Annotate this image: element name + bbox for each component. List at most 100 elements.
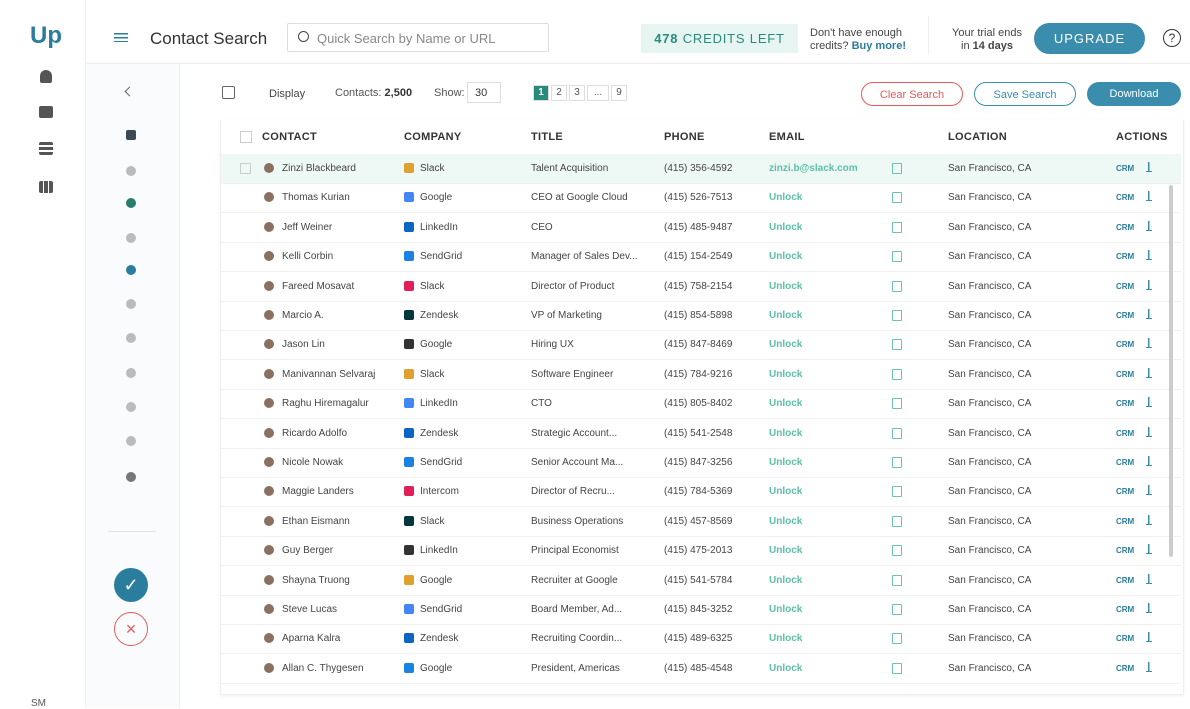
contact-row[interactable]: Allan C. Thygesen Google President, Americ… bbox=[221, 654, 1181, 684]
company-name[interactable]: Slack bbox=[420, 280, 445, 292]
email[interactable]: Unlock bbox=[769, 662, 803, 674]
company-name[interactable]: Slack bbox=[420, 515, 445, 527]
contact-row[interactable]: Shayna Truong Google Recruiter at Google (4… bbox=[221, 566, 1181, 596]
email[interactable]: Unlock bbox=[769, 486, 803, 498]
column-header[interactable]: COMPANY bbox=[404, 131, 462, 143]
copy-icon[interactable] bbox=[892, 457, 902, 468]
page-link[interactable]: 1 bbox=[533, 85, 549, 101]
email[interactable]: Unlock bbox=[769, 633, 803, 645]
download-icon[interactable] bbox=[1146, 367, 1152, 378]
email[interactable]: Unlock bbox=[769, 339, 803, 351]
download-icon[interactable] bbox=[1146, 338, 1152, 349]
download-icon[interactable] bbox=[1146, 162, 1152, 172]
search-box[interactable]: Quick Search by Name or URL bbox=[287, 23, 549, 52]
contact-name[interactable]: Thomas Kurian bbox=[282, 192, 350, 204]
clear-search-button[interactable]: Clear Search bbox=[861, 82, 963, 106]
filter-icon[interactable] bbox=[126, 130, 136, 140]
download-icon[interactable] bbox=[1146, 309, 1152, 319]
copy-icon[interactable] bbox=[892, 192, 902, 204]
nav-lists[interactable] bbox=[39, 142, 53, 155]
download-icon[interactable] bbox=[1146, 191, 1152, 202]
crm-button[interactable]: CRM bbox=[1116, 222, 1135, 232]
column-header[interactable]: PHONE bbox=[664, 131, 705, 143]
page-link[interactable]: 3 bbox=[569, 85, 585, 101]
contact-name[interactable]: Nicole Nowak bbox=[282, 457, 344, 468]
header-checkbox[interactable] bbox=[240, 131, 252, 143]
page-link[interactable]: ... bbox=[587, 85, 609, 101]
email[interactable]: Unlock bbox=[769, 457, 803, 468]
column-header[interactable]: EMAIL bbox=[769, 131, 805, 143]
email[interactable]: Unlock bbox=[769, 515, 803, 527]
email[interactable]: Unlock bbox=[769, 604, 803, 615]
company-name[interactable]: Slack bbox=[420, 368, 445, 380]
email[interactable]: zinzi.b@slack.com bbox=[769, 163, 858, 174]
contact-row[interactable]: Manivannan Selvaraj Slack Software Enginee… bbox=[221, 360, 1181, 390]
show-select[interactable]: 30 bbox=[467, 82, 501, 103]
copy-icon[interactable] bbox=[892, 662, 902, 674]
page-link[interactable]: 9 bbox=[611, 85, 627, 101]
contact-name[interactable]: Marcio A. bbox=[282, 310, 324, 321]
copy-icon[interactable] bbox=[892, 427, 902, 439]
contact-row[interactable]: Zinzi Blackbeard Slack Talent Acquisition (… bbox=[221, 154, 1181, 184]
contact-row[interactable]: Ethan Eismann Slack Business Operations (41… bbox=[221, 507, 1181, 537]
filter-icon[interactable] bbox=[126, 265, 136, 275]
email[interactable]: Unlock bbox=[769, 192, 803, 204]
copy-icon[interactable] bbox=[892, 574, 902, 586]
email[interactable]: Unlock bbox=[769, 310, 803, 321]
company-name[interactable]: SendGrid bbox=[420, 604, 463, 615]
company-name[interactable]: SendGrid bbox=[420, 251, 463, 263]
crm-button[interactable]: CRM bbox=[1116, 193, 1135, 203]
download-icon[interactable] bbox=[1146, 661, 1152, 672]
crm-button[interactable]: CRM bbox=[1116, 399, 1135, 409]
email[interactable]: Unlock bbox=[769, 545, 803, 557]
contact-row[interactable]: Thomas Kurian Google CEO at Google Cloud (4… bbox=[221, 183, 1181, 214]
filter-icon[interactable] bbox=[126, 198, 136, 208]
buy-more-link[interactable]: Buy more! bbox=[851, 40, 906, 52]
copy-icon[interactable] bbox=[892, 310, 902, 321]
email[interactable]: Unlock bbox=[769, 398, 803, 410]
copy-icon[interactable] bbox=[892, 368, 902, 380]
columns-toggle[interactable] bbox=[222, 86, 235, 99]
contact-name[interactable]: Ricardo Adolfo bbox=[282, 427, 348, 439]
copy-icon[interactable] bbox=[892, 398, 902, 410]
email[interactable]: Unlock bbox=[769, 251, 803, 263]
company-name[interactable]: Google bbox=[420, 574, 453, 586]
email[interactable]: Unlock bbox=[769, 368, 803, 380]
filter-icon[interactable] bbox=[126, 472, 136, 482]
crm-button[interactable]: CRM bbox=[1116, 164, 1135, 173]
logo[interactable]: Up bbox=[30, 22, 62, 49]
company-name[interactable]: Slack bbox=[420, 163, 445, 174]
copy-icon[interactable] bbox=[892, 545, 902, 557]
filter-icon[interactable] bbox=[126, 299, 136, 309]
contact-name[interactable]: Raghu Hiremagalur bbox=[282, 398, 369, 410]
contact-row[interactable]: Marcio A. Zendesk VP of Marketing (415) 854… bbox=[221, 301, 1181, 331]
page-link[interactable]: 2 bbox=[551, 85, 567, 101]
column-header[interactable]: LOCATION bbox=[948, 131, 1008, 143]
email[interactable]: Unlock bbox=[769, 574, 803, 586]
copy-icon[interactable] bbox=[892, 251, 902, 263]
download-icon[interactable] bbox=[1146, 603, 1152, 613]
copy-icon[interactable] bbox=[892, 163, 902, 174]
column-header[interactable]: TITLE bbox=[531, 131, 564, 143]
company-name[interactable]: Zendesk bbox=[420, 427, 459, 439]
contact-row[interactable]: Jason Lin Google Hiring UX (415) 847-8469 Un… bbox=[221, 330, 1181, 361]
crm-button[interactable]: CRM bbox=[1116, 340, 1135, 350]
filter-icon[interactable] bbox=[126, 436, 136, 446]
download-icon[interactable] bbox=[1146, 573, 1152, 584]
download-button[interactable]: Download bbox=[1087, 82, 1181, 106]
contact-name[interactable]: Zinzi Blackbeard bbox=[282, 163, 356, 174]
email[interactable]: Unlock bbox=[769, 427, 803, 439]
contact-name[interactable]: Shayna Truong bbox=[282, 574, 350, 586]
company-name[interactable]: Intercom bbox=[420, 486, 459, 498]
crm-button[interactable]: CRM bbox=[1116, 663, 1135, 673]
copy-icon[interactable] bbox=[892, 339, 902, 351]
download-icon[interactable] bbox=[1146, 485, 1152, 496]
filter-icon[interactable] bbox=[126, 368, 136, 378]
company-name[interactable]: Google bbox=[420, 192, 453, 204]
contact-name[interactable]: Aparna Kalra bbox=[282, 633, 341, 645]
download-icon[interactable] bbox=[1146, 514, 1152, 525]
company-name[interactable]: Google bbox=[420, 662, 453, 674]
email[interactable]: Unlock bbox=[769, 221, 803, 233]
contact-row[interactable]: Kelli Corbin SendGrid Manager of Sales Dev… bbox=[221, 242, 1181, 273]
filter-icon[interactable] bbox=[126, 233, 136, 243]
